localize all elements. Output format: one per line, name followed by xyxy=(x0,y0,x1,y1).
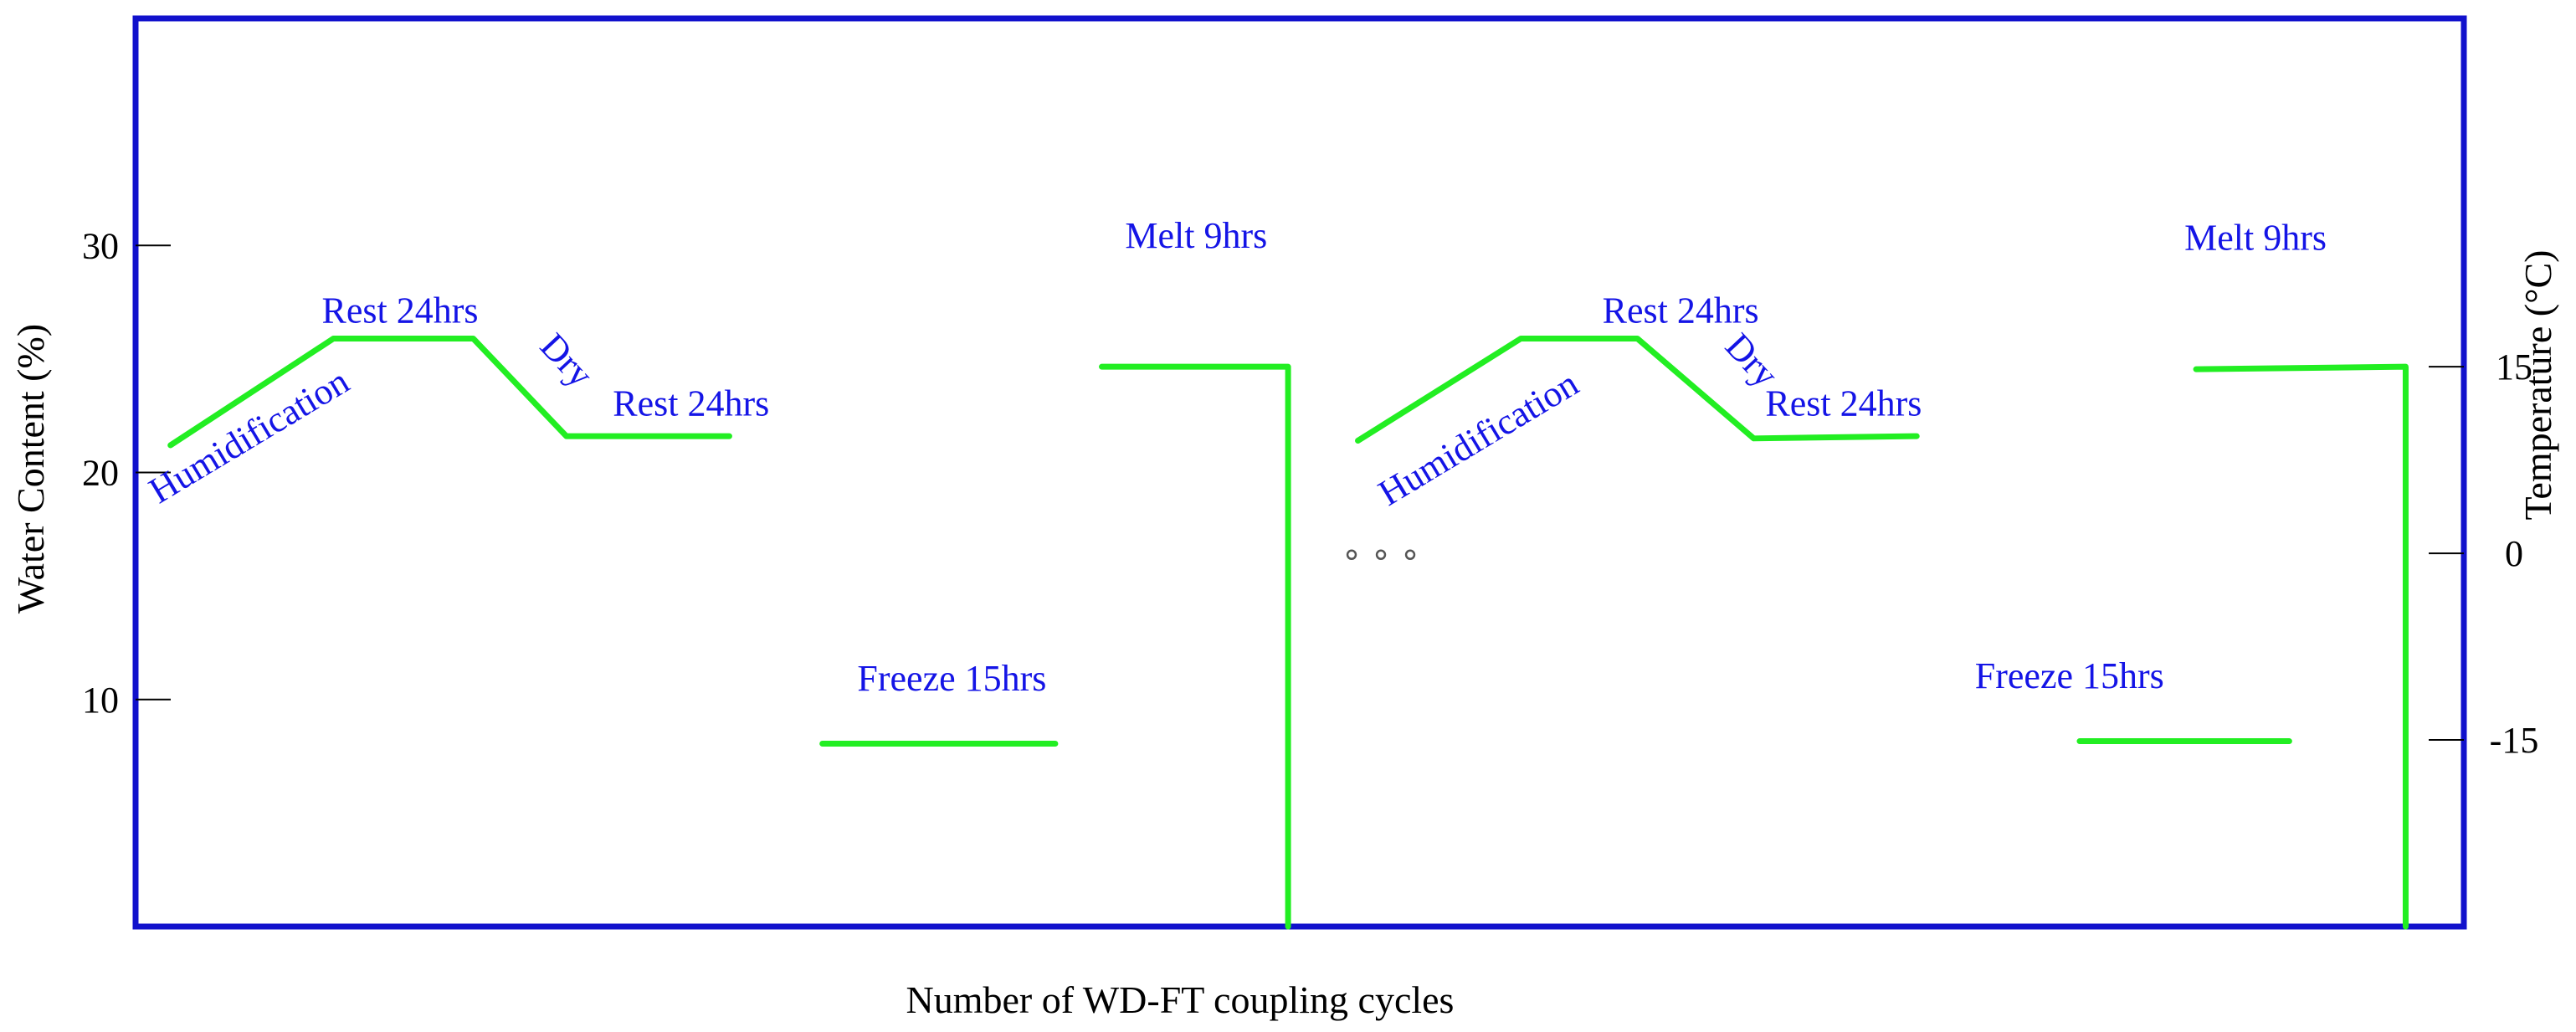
left-tick-label: 30 xyxy=(82,225,119,266)
phase-label: Rest 24hrs xyxy=(1765,383,1922,424)
phase-labels: Humidification Rest 24hrs Dry Rest 24hrs Fre… xyxy=(142,215,2327,699)
melt-line xyxy=(2193,363,2409,930)
phase-label: Humidification xyxy=(1372,362,1586,513)
ellipsis: ∘ ∘ ∘ xyxy=(1341,535,1420,572)
y-axis-title-right: Temperature (°C) xyxy=(2517,250,2559,521)
phase-label: Humidification xyxy=(142,361,357,511)
wetting-drying-line xyxy=(167,335,732,449)
wetting-drying-line xyxy=(1355,335,1920,444)
phase-label: Freeze 15hrs xyxy=(857,658,1046,699)
left-tick-label: 20 xyxy=(82,453,119,494)
phase-label: Rest 24hrs xyxy=(613,383,769,424)
right-tick-label: 15 xyxy=(2496,347,2532,388)
phase-label: Rest 24hrs xyxy=(1603,290,1759,331)
melt-line xyxy=(1099,363,1291,930)
right-tick-label: -15 xyxy=(2490,720,2539,761)
right-tick-label: 0 xyxy=(2505,533,2523,574)
phase-label: Freeze 15hrs xyxy=(1975,655,2164,696)
phase-label: Dry xyxy=(532,326,602,395)
phase-label: Rest 24hrs xyxy=(322,290,479,331)
x-axis-title: Number of WD-FT coupling cycles xyxy=(906,978,1455,1021)
phase-label: Melt 9hrs xyxy=(1125,215,1267,256)
left-tick-label: 10 xyxy=(82,680,119,721)
plot-border xyxy=(132,15,2467,930)
y-axis-title-left: Water Content (%) xyxy=(9,324,52,614)
phase-label: Melt 9hrs xyxy=(2184,218,2327,259)
plot-frame xyxy=(132,15,2467,930)
series xyxy=(167,335,2409,930)
axis-ticks: 10 20 30 -15 0 15 xyxy=(82,225,2538,761)
